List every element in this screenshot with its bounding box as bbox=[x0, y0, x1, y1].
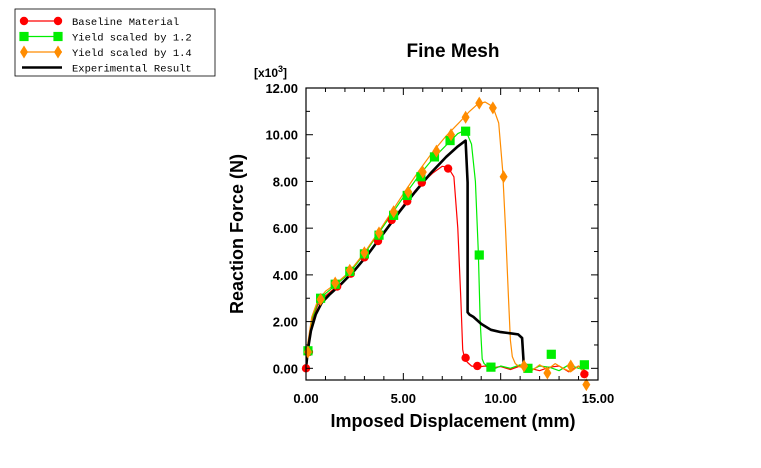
data-point-yield-scaled-by-1-4 bbox=[488, 101, 497, 115]
data-point-yield-scaled-by-1-4 bbox=[360, 246, 369, 260]
data-point-yield-scaled-by-1-2 bbox=[461, 126, 471, 136]
data-point-yield-scaled-by-1-2 bbox=[416, 172, 426, 182]
legend-label-experimental-result: Experimental Result bbox=[72, 64, 192, 76]
data-point-yield-scaled-by-1-4 bbox=[475, 96, 484, 110]
data-point-yield-scaled-by-1-2 bbox=[445, 135, 455, 146]
data-point-yield-scaled-by-1-2 bbox=[579, 360, 589, 370]
data-point-yield-scaled-by-1-4 bbox=[404, 185, 413, 199]
legend-label-baseline-material: Baseline Material bbox=[72, 17, 179, 29]
data-point-yield-scaled-by-1-4 bbox=[520, 359, 529, 373]
y-tick-label: 4.00 bbox=[273, 268, 298, 283]
legend-box bbox=[14, 8, 216, 77]
x-axis-title: Imposed Displacement (mm) bbox=[330, 411, 575, 431]
legend-label-yield-scaled-by-1-2: Yield scaled by 1.2 bbox=[72, 33, 192, 45]
data-point-yield-scaled-by-1-4 bbox=[447, 128, 456, 142]
y-tick-label: 8.00 bbox=[273, 174, 298, 189]
data-point-yield-scaled-by-1-4 bbox=[418, 165, 427, 179]
chart-title: Fine Mesh bbox=[407, 41, 500, 62]
legend-marker-baseline-material bbox=[19, 16, 29, 26]
data-point-yield-scaled-by-1-4 bbox=[432, 144, 441, 158]
ticks-layer: 0.00 5.00 10.00 15.00 0.00 2.00 4.00 6.00 8.00 10… bbox=[265, 81, 614, 406]
data-point-yield-scaled-by-1-2 bbox=[486, 362, 496, 372]
data-point-yield-scaled-by-1-2 bbox=[474, 250, 484, 260]
y-multiplier-close: ] bbox=[283, 66, 287, 80]
data-point-yield-scaled-by-1-4 bbox=[316, 292, 325, 306]
data-point-yield-scaled-by-1-2 bbox=[546, 349, 556, 359]
data-point-yield-scaled-by-1-4 bbox=[582, 378, 591, 392]
y-multiplier-base: [x10 bbox=[254, 66, 278, 80]
legend-marker-yield-scaled-by-1-2 bbox=[53, 31, 63, 42]
x-tick-label: 0.00 bbox=[293, 391, 318, 406]
y-multiplier-exp: 3 bbox=[278, 64, 283, 74]
data-point-yield-scaled-by-1-4 bbox=[499, 170, 508, 184]
legend-marker-yield-scaled-by-1-4 bbox=[54, 45, 62, 59]
legend-label-yield-scaled-by-1-4: Yield scaled by 1.4 bbox=[72, 48, 192, 60]
legend-marker-yield-scaled-by-1-2 bbox=[19, 31, 29, 42]
legend-marker-yield-scaled-by-1-4 bbox=[20, 45, 28, 59]
y-tick-label: 0.00 bbox=[273, 361, 298, 376]
x-tick-label: 10.00 bbox=[484, 391, 517, 406]
x-tick-label: 5.00 bbox=[391, 391, 416, 406]
x-tick-label: 15.00 bbox=[582, 391, 615, 406]
data-point-yield-scaled-by-1-4 bbox=[543, 366, 552, 380]
series-layer bbox=[301, 96, 591, 392]
plot-frame bbox=[305, 87, 599, 381]
data-point-yield-scaled-by-1-4 bbox=[461, 110, 470, 124]
data-point-yield-scaled-by-1-2 bbox=[523, 363, 533, 373]
y-axis-title: Reaction Force (N) bbox=[227, 154, 247, 314]
series-line-experimental-result bbox=[306, 139, 526, 369]
y-tick-label: 12.00 bbox=[265, 81, 298, 96]
y-multiplier: [x103] bbox=[254, 64, 287, 80]
data-point-baseline-material bbox=[443, 164, 453, 173]
y-tick-label: 10.00 bbox=[265, 128, 298, 143]
data-point-yield-scaled-by-1-4 bbox=[375, 226, 383, 240]
legend-marker-baseline-material bbox=[53, 16, 63, 26]
data-point-baseline-material bbox=[580, 369, 589, 379]
y-tick-label: 6.00 bbox=[273, 221, 298, 236]
data-point-baseline-material bbox=[461, 353, 470, 363]
data-point-yield-scaled-by-1-4 bbox=[331, 276, 340, 290]
y-tick-label: 2.00 bbox=[273, 315, 298, 330]
data-point-yield-scaled-by-1-4 bbox=[389, 205, 398, 219]
data-point-yield-scaled-by-1-2 bbox=[429, 152, 440, 162]
data-point-yield-scaled-by-1-4 bbox=[566, 359, 575, 373]
data-point-baseline-material bbox=[473, 361, 482, 371]
legend: Baseline Material Yield scaled by 1.2 Yiel… bbox=[14, 8, 216, 77]
data-point-yield-scaled-by-1-4 bbox=[345, 263, 354, 277]
